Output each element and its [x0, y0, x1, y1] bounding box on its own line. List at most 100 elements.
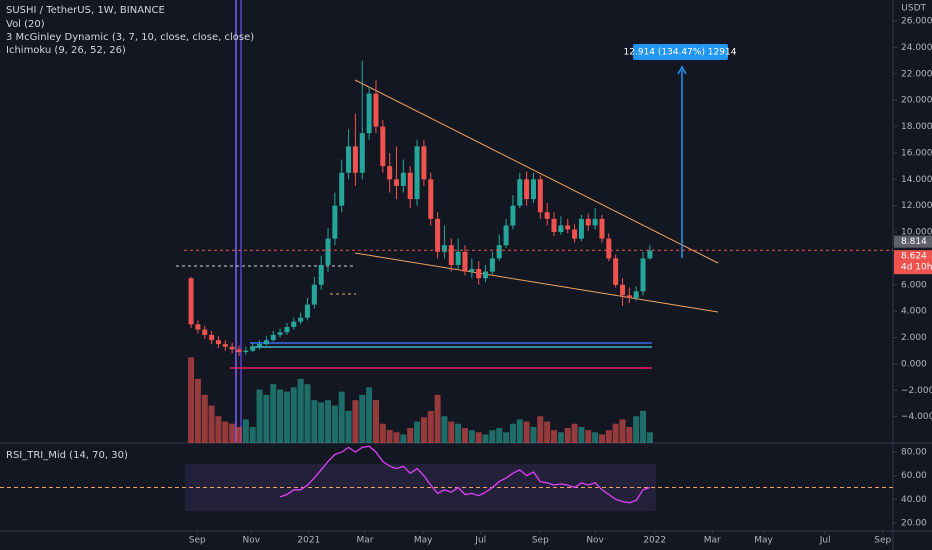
candle-body — [524, 179, 530, 200]
volume-bar — [441, 416, 448, 443]
rsi-tick-label: 20.00 — [901, 518, 927, 528]
chart-title: SUSHI / TetherUS, 1W, BINANCE — [6, 5, 165, 16]
volume-bar — [194, 378, 201, 443]
volume-bar — [427, 410, 434, 443]
candle-body — [352, 146, 358, 173]
volume-bar — [222, 421, 229, 443]
x-tick-label: May — [414, 536, 433, 546]
currency-label: USDT — [901, 4, 926, 14]
candle-body — [619, 284, 625, 296]
y-tick-label: 24.000 — [901, 43, 932, 53]
y-tick-label: 14.000 — [901, 175, 932, 185]
volume-bar — [414, 421, 421, 443]
y-tick-label: −2.000 — [901, 386, 932, 396]
volume-bar — [393, 432, 400, 443]
candle-body — [414, 146, 420, 200]
volume-bar — [420, 417, 427, 443]
price-tag-label: 8.624 — [901, 252, 927, 262]
volume-bar — [290, 387, 297, 443]
measure-label: 12.914 (134.47%) 12914 — [624, 48, 737, 58]
volume-bar — [338, 391, 345, 443]
candle-body — [202, 329, 208, 335]
candle-body — [394, 179, 400, 186]
volume-bar — [331, 405, 338, 443]
candle-body — [339, 172, 345, 206]
y-tick-label: 4.000 — [901, 307, 927, 317]
candle-body — [469, 268, 475, 272]
indicator-label: RSI_TRI_Mid (14, 70, 30) — [6, 450, 128, 461]
volume-bar — [311, 400, 318, 443]
volume-bar — [407, 428, 414, 443]
candle-body — [647, 250, 653, 259]
volume-bar — [201, 394, 208, 443]
volume-bar — [188, 357, 195, 443]
candle-body — [565, 225, 571, 230]
volume-bar — [516, 419, 523, 443]
volume-bar — [229, 423, 236, 443]
x-tick-label: Nov — [243, 536, 261, 546]
candle-body — [215, 340, 221, 345]
price-tag-label: 8.814 — [901, 237, 927, 247]
volume-bar — [283, 391, 290, 443]
y-tick-label: 0.000 — [901, 359, 927, 369]
x-tick-label: Jul — [474, 536, 486, 546]
volume-bar — [605, 430, 612, 443]
x-tick-label: Sep — [189, 536, 206, 546]
indicator-label: Vol (20) — [6, 19, 45, 30]
candle-body — [640, 258, 646, 292]
volume-bar — [215, 416, 222, 443]
volume-bar — [400, 434, 407, 443]
price-tag — [894, 235, 932, 248]
x-tick-label: Sep — [532, 536, 549, 546]
volume-bar — [633, 416, 640, 443]
volume-bar — [318, 402, 325, 443]
rsi-line — [279, 445, 651, 504]
volume-bar — [640, 410, 647, 443]
volume-bar — [585, 430, 592, 443]
candle-body — [359, 133, 365, 173]
volume-bar — [626, 426, 633, 443]
volume-bar — [571, 423, 578, 443]
candle-body — [626, 295, 632, 298]
volume-bar — [557, 432, 564, 443]
volume-bar — [242, 419, 249, 443]
volume-bar — [503, 432, 510, 443]
volume-bar — [366, 387, 373, 443]
candle-body — [298, 317, 304, 322]
price-tag — [894, 250, 932, 275]
candle-body — [257, 344, 263, 347]
candle-body — [544, 212, 550, 219]
candle-body — [441, 245, 447, 252]
x-tick-label: Sep — [874, 536, 891, 546]
volume-bar — [434, 394, 441, 443]
candle-body — [325, 238, 331, 266]
candle-body — [188, 278, 194, 325]
candle-body — [400, 172, 406, 186]
candle-body — [585, 218, 591, 226]
y-tick-label: 16.000 — [901, 148, 932, 158]
candle-body — [311, 284, 317, 305]
volume-bar — [475, 432, 482, 443]
trend-line — [354, 252, 719, 313]
candle-body — [229, 346, 235, 350]
candle-body — [510, 205, 516, 226]
candle-body — [250, 346, 256, 351]
volume-bar — [523, 421, 530, 443]
volume-bar — [619, 419, 626, 443]
measure-arrow-head — [677, 65, 687, 75]
candle-body — [633, 291, 639, 298]
candle-body — [606, 238, 612, 259]
candle-body — [243, 350, 249, 353]
volume-bar — [297, 378, 304, 443]
y-tick-label: 10.000 — [901, 228, 932, 238]
candle-body — [277, 332, 283, 335]
volume-bar — [263, 394, 270, 443]
countdown-label: 4d 10h — [901, 263, 932, 273]
candle-body — [530, 179, 536, 200]
volume-bar — [256, 389, 263, 443]
candle-body — [236, 349, 242, 353]
candle-body — [455, 251, 461, 266]
candle-body — [462, 251, 468, 272]
volume-bar — [598, 434, 605, 443]
volume-bar — [646, 432, 653, 443]
